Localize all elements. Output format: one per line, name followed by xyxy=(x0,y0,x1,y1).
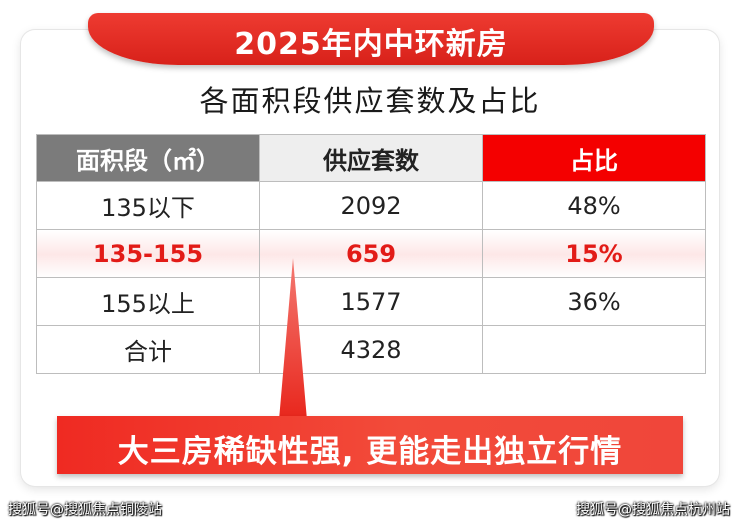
table-row: 135以下 2092 48% xyxy=(36,181,706,230)
header-share: 占比 xyxy=(482,134,706,182)
header-supply-units: 供应套数 xyxy=(259,134,483,182)
cell-units: 4328 xyxy=(259,325,483,374)
cell-share xyxy=(482,325,706,374)
cell-units: 2092 xyxy=(259,181,483,230)
cell-share: 15% xyxy=(482,229,706,278)
cell-units: 1577 xyxy=(259,277,483,326)
table-row-total: 合计 4328 xyxy=(36,325,706,374)
watermark-left: 搜狐号@搜狐焦点铜陵站 xyxy=(8,502,162,518)
banner-title: 2025年内中环新房 xyxy=(234,27,508,62)
table-header-row: 面积段（㎡） 供应套数 占比 xyxy=(36,134,706,182)
callout-text: 大三房稀缺性强, 更能走出独立行情 xyxy=(117,434,623,470)
table-row: 155以上 1577 36% xyxy=(36,277,706,326)
cell-segment: 135以下 xyxy=(36,181,260,230)
header-area-segment: 面积段（㎡） xyxy=(36,134,260,182)
title-banner: 2025年内中环新房 xyxy=(88,13,654,65)
page-subtitle: 各面积段供应套数及占比 xyxy=(199,84,541,118)
conclusion-callout: 大三房稀缺性强, 更能走出独立行情 xyxy=(57,416,683,474)
cell-share: 36% xyxy=(482,277,706,326)
table-row-highlighted: 135-155 659 15% xyxy=(36,229,706,278)
supply-table: 面积段（㎡） 供应套数 占比 135以下 2092 48% 135-155 65… xyxy=(36,134,706,374)
cell-units: 659 xyxy=(259,229,483,278)
cell-segment: 155以上 xyxy=(36,277,260,326)
watermark-right: 搜狐号@搜狐焦点杭州站 xyxy=(576,502,730,518)
cell-share: 48% xyxy=(482,181,706,230)
cell-segment: 135-155 xyxy=(36,229,260,278)
cell-segment: 合计 xyxy=(36,325,260,374)
